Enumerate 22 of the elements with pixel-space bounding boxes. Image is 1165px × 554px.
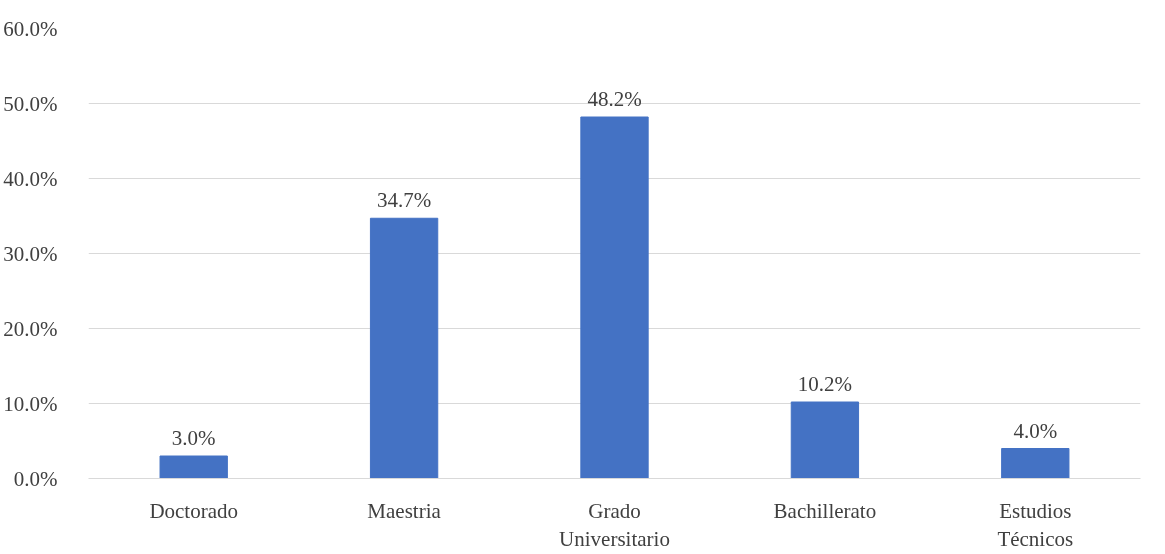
data-label: 3.0% [171,426,216,450]
y-tick-label: 60.0% [3,16,58,41]
data-label: 4.0% [1013,418,1058,443]
y-tick-label: 0.0% [13,466,58,491]
x-tick-label: Estudios Técnicos [997,498,1074,552]
x-tick-label: Maestria [367,498,442,523]
y-tick-label: 40.0% [3,166,58,191]
x-tick-label: Doctorado [149,498,239,523]
bar [159,455,228,479]
data-label: 10.2% [797,372,853,396]
data-label: 48.2% [587,87,642,111]
bar [1001,448,1070,479]
data-label: 34.7% [376,188,432,213]
bar [369,217,439,479]
y-tick-label: 50.0% [3,91,58,116]
x-tick-label: Grado Universitario [559,498,670,552]
y-tick-label: 20.0% [3,316,58,341]
x-tick-label: Bachillerato [773,498,877,523]
y-tick-label: 30.0% [3,241,58,266]
y-tick-label: 10.0% [3,391,58,416]
bar [790,401,860,479]
bar [580,116,649,479]
